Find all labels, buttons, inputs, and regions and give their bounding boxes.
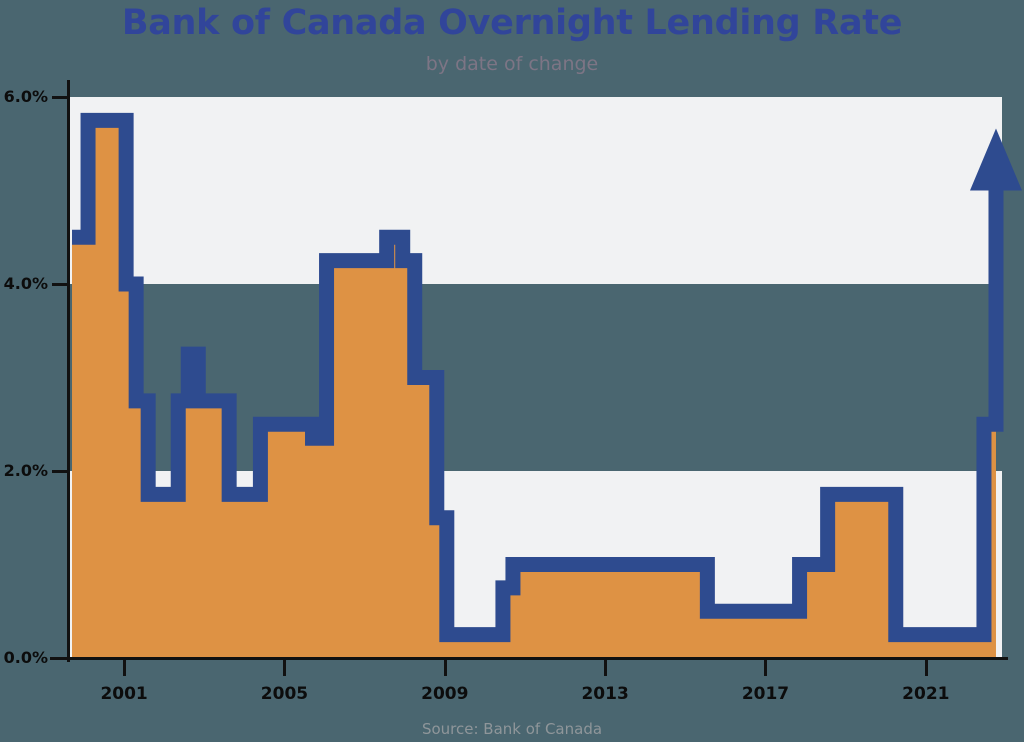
x-tick-label: 2017 [741, 684, 790, 704]
x-tick-label: 2009 [421, 684, 469, 704]
source-note: Source: Bank of Canada [421, 720, 603, 738]
x-tick-mark [924, 660, 928, 676]
y-tick-mark [52, 96, 68, 99]
trend-arrow-icon [969, 128, 1022, 191]
y-tick-label: 0.0% [3, 648, 48, 667]
x-axis-line [50, 657, 1008, 660]
y-tick-mark [52, 470, 68, 473]
y-tick-mark [52, 657, 68, 660]
y-axis-line [67, 80, 70, 662]
y-tick-label: 4.0% [3, 274, 48, 293]
x-tick-label: 2021 [902, 684, 950, 704]
y-tick-label: 2.0% [3, 461, 48, 480]
plot-area [68, 97, 1022, 658]
x-tick-label: 2001 [100, 684, 148, 704]
x-tick-mark [764, 660, 768, 676]
chart-subtitle: by date of change [425, 53, 599, 75]
x-tick-label: 2005 [260, 684, 309, 704]
x-tick-label: 2013 [581, 684, 629, 704]
y-tick-label: 6.0% [3, 87, 48, 106]
y-tick-mark [52, 283, 68, 286]
series-line [72, 112, 1004, 643]
chart-title: Bank of Canada Overnight Lending Rate [121, 3, 903, 43]
x-tick-mark [123, 660, 127, 676]
background-band [68, 97, 1002, 284]
x-tick-mark [604, 660, 608, 676]
x-tick-mark [443, 660, 447, 676]
x-tick-mark [283, 660, 287, 676]
series-plot [72, 112, 1022, 658]
area-fill [72, 120, 996, 658]
